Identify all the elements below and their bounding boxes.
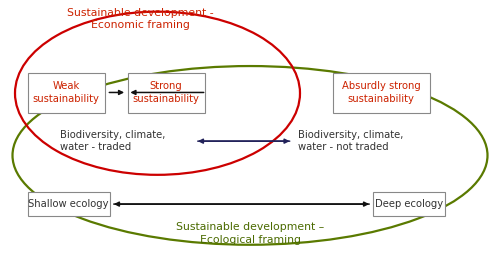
Text: Biodiversity, climate,
water - not traded: Biodiversity, climate, water - not trade…	[298, 130, 403, 152]
FancyBboxPatch shape	[332, 73, 430, 113]
Text: Absurdly strong
sustainability: Absurdly strong sustainability	[342, 81, 420, 104]
Text: Sustainable development –
Ecological framing: Sustainable development – Ecological fra…	[176, 222, 324, 245]
Text: Biodiversity, climate,
water - traded: Biodiversity, climate, water - traded	[60, 130, 166, 152]
Text: Strong
sustainability: Strong sustainability	[133, 81, 200, 104]
FancyBboxPatch shape	[28, 73, 105, 113]
Text: Sustainable development -
Economic framing: Sustainable development - Economic frami…	[66, 8, 214, 30]
Text: Shallow ecology: Shallow ecology	[28, 199, 109, 209]
FancyBboxPatch shape	[372, 192, 445, 216]
FancyBboxPatch shape	[28, 192, 110, 216]
FancyBboxPatch shape	[128, 73, 205, 113]
Text: Deep ecology: Deep ecology	[374, 199, 443, 209]
Text: Weak
sustainability: Weak sustainability	[33, 81, 100, 104]
